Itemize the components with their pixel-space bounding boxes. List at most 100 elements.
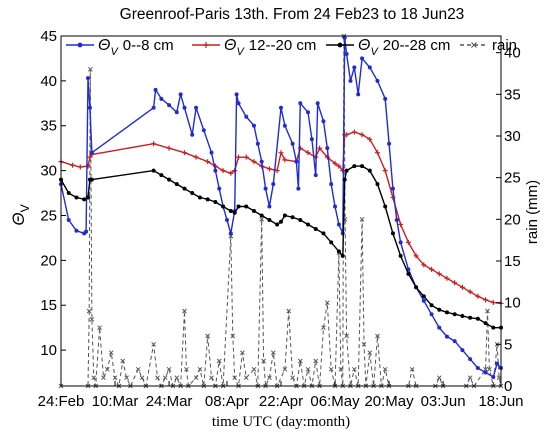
data-point: [360, 56, 365, 61]
data-point: [405, 239, 411, 245]
data-point: [342, 177, 347, 182]
data-point: [166, 366, 172, 372]
data-point: [228, 170, 234, 176]
data-point: [324, 154, 330, 160]
data-point: [467, 375, 473, 381]
data-point: [398, 240, 403, 245]
legend-entry: ΘV 12--20 cm: [192, 37, 316, 58]
data-point: [361, 341, 367, 347]
data-point: [294, 159, 299, 164]
right-y-tick-label: 25: [504, 170, 521, 187]
data-point: [182, 308, 187, 314]
data-point: [436, 271, 442, 277]
data-point: [452, 339, 457, 344]
left-y-tick-label: 35: [40, 118, 57, 135]
data-point: [232, 375, 238, 381]
data-point: [468, 357, 473, 362]
data-point: [329, 240, 334, 245]
data-point: [375, 333, 380, 339]
data-point: [190, 132, 195, 137]
data-point: [282, 123, 287, 128]
data-point: [174, 375, 180, 381]
data-point: [296, 186, 301, 191]
data-point: [382, 168, 388, 174]
data-point: [251, 123, 256, 128]
data-point: [259, 159, 264, 164]
data-point: [259, 216, 265, 222]
data-point: [321, 325, 326, 331]
data-point: [282, 213, 287, 218]
data-point: [359, 132, 365, 138]
data-point: [485, 308, 490, 314]
data-point: [468, 315, 473, 320]
data-point: [151, 141, 157, 147]
data-point: [221, 204, 226, 209]
data-point: [279, 105, 283, 110]
legend-name: 12--20 cm: [249, 37, 317, 54]
legend: ΘV 0--8 cm ΘV 12--20 cm ΘV 20--28 cm rain: [66, 37, 517, 58]
data-point: [66, 191, 71, 196]
data-point: [444, 310, 449, 315]
data-point: [321, 119, 326, 124]
data-point: [197, 195, 202, 200]
data-point: [240, 350, 245, 356]
data-point: [390, 186, 395, 191]
data-point: [236, 101, 241, 106]
data-point: [325, 146, 330, 151]
data-point: [336, 249, 341, 254]
data-point: [87, 154, 93, 160]
data-point: [243, 154, 249, 160]
data-point: [290, 141, 295, 146]
x-tick-label: 18:Jun: [478, 393, 523, 410]
data-point: [336, 222, 341, 227]
data-point: [205, 333, 211, 339]
data-point: [267, 375, 272, 381]
data-point: [491, 375, 496, 380]
data-point: [367, 168, 372, 173]
data-point: [491, 325, 496, 330]
legend-label: ΘV 20--28 cm: [358, 37, 450, 58]
x-tick-label: 06:May: [310, 393, 360, 410]
left-y-axis: 10 15 20 25 30 35 40 45: [40, 28, 66, 359]
left-y-tick-label: 30: [40, 163, 57, 180]
svg-text:ΘV: ΘV: [9, 204, 32, 225]
data-point: [333, 204, 338, 209]
data-point: [421, 262, 427, 268]
right-y-tick-label: 30: [504, 128, 521, 145]
data-point: [74, 228, 79, 233]
data-point: [224, 217, 229, 222]
data-point: [282, 157, 288, 163]
data-point: [236, 154, 242, 160]
data-point: [162, 375, 168, 381]
data-point: [209, 375, 214, 381]
data-point: [496, 375, 502, 381]
data-point: [306, 222, 311, 227]
data-point: [444, 334, 449, 339]
data-point: [266, 166, 272, 172]
right-y-tick-label: 15: [504, 253, 521, 270]
legend-symbol: Θ: [358, 37, 370, 54]
data-point: [351, 366, 357, 372]
data-point: [367, 65, 372, 70]
data-point: [460, 314, 465, 318]
x-tick-label: 20:May: [364, 393, 414, 410]
data-point: [261, 358, 266, 364]
data-point: [460, 348, 465, 353]
legend-label: rain: [492, 37, 517, 54]
x-tick-label: 22:Apr: [259, 393, 303, 410]
data-point: [398, 253, 403, 258]
data-point: [398, 221, 404, 227]
legend-name: 0--8 cm: [123, 37, 174, 54]
data-point: [421, 298, 426, 303]
data-point: [270, 350, 276, 356]
data-point: [167, 177, 172, 182]
data-point: [275, 222, 280, 227]
data-point: [305, 150, 311, 156]
data-point: [244, 204, 249, 209]
data-point: [174, 182, 179, 187]
data-point: [475, 366, 480, 371]
data-point: [495, 361, 500, 366]
left-y-tick-label: 45: [40, 28, 57, 45]
data-point: [452, 312, 457, 317]
